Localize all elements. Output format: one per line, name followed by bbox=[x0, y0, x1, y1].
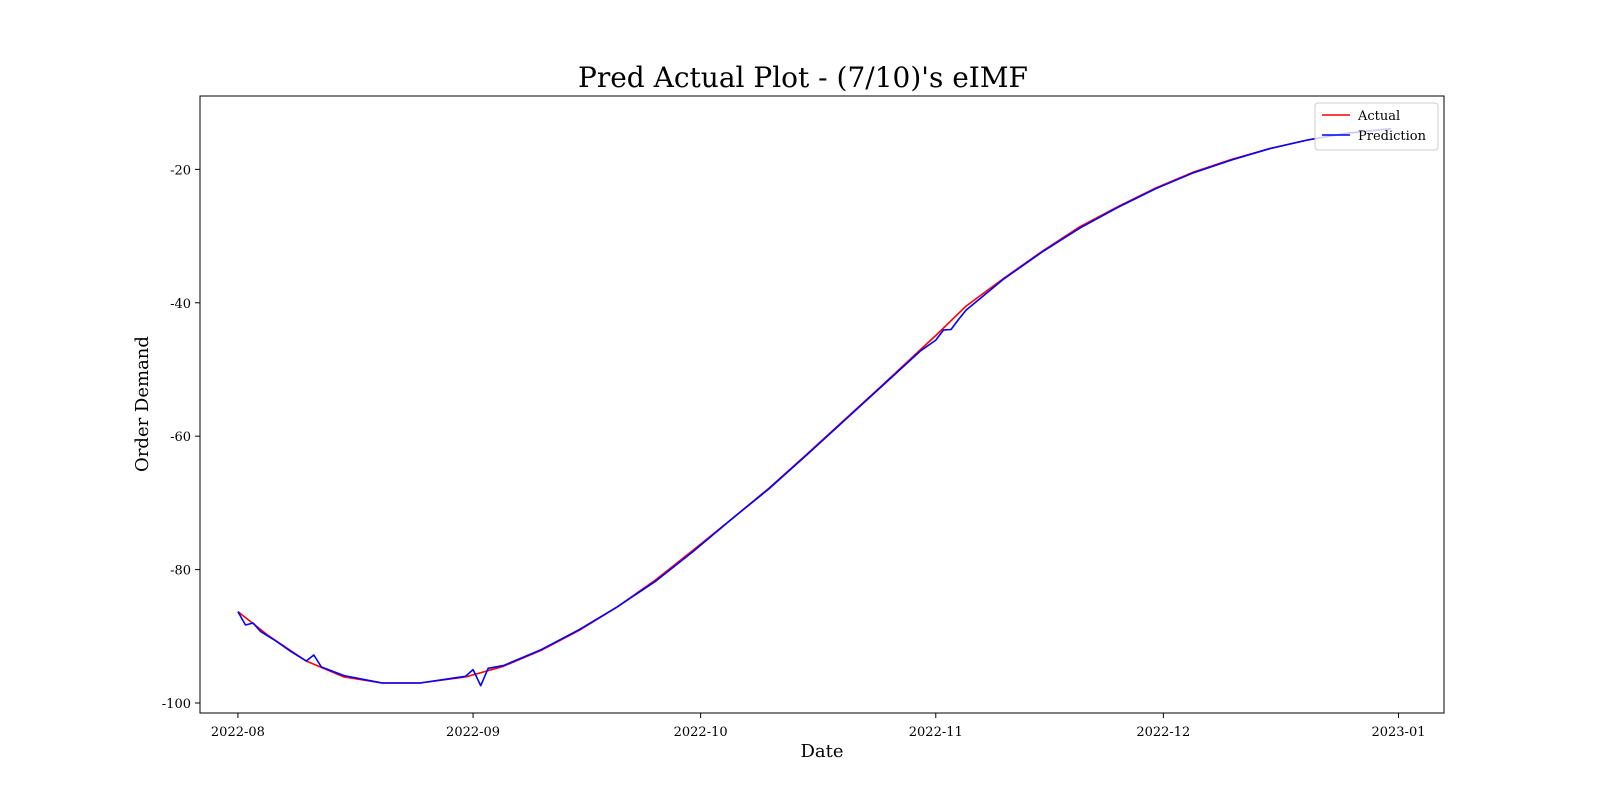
y-tick-label: -100 bbox=[162, 697, 191, 712]
series-layer bbox=[237, 127, 1391, 687]
legend: Actual Prediction bbox=[1314, 102, 1439, 151]
y-tick-label: -60 bbox=[170, 430, 191, 445]
y-tick-label: -40 bbox=[170, 297, 191, 312]
y-axis-label: Order Demand bbox=[132, 336, 153, 472]
x-tick-label: 2022-11 bbox=[909, 725, 963, 740]
x-tick-label: 2022-08 bbox=[211, 725, 265, 740]
x-axis-label: Date bbox=[800, 741, 843, 762]
x-tick-label: 2022-09 bbox=[446, 725, 500, 740]
x-tick-label: 2023-01 bbox=[1371, 725, 1425, 740]
y-tick-label: -80 bbox=[170, 564, 191, 579]
x-tick-label: 2022-10 bbox=[674, 725, 728, 740]
legend-label-prediction: Prediction bbox=[1358, 129, 1427, 144]
y-tick-label: -20 bbox=[170, 163, 191, 178]
plot-frame bbox=[199, 95, 1445, 714]
legend-label-actual: Actual bbox=[1357, 109, 1400, 124]
series-line-prediction bbox=[237, 127, 1391, 687]
y-axis: -20 -40 -60 -80 -100 bbox=[162, 163, 200, 712]
x-axis: 2022-08 2022-09 2022-10 2022-11 2022-12 2023-… bbox=[211, 713, 1426, 740]
x-tick-label: 2022-12 bbox=[1136, 725, 1190, 740]
plot-area bbox=[199, 95, 1445, 714]
chart-title: Pred Actual Plot - (7/10)'s eIMF bbox=[578, 61, 1028, 94]
